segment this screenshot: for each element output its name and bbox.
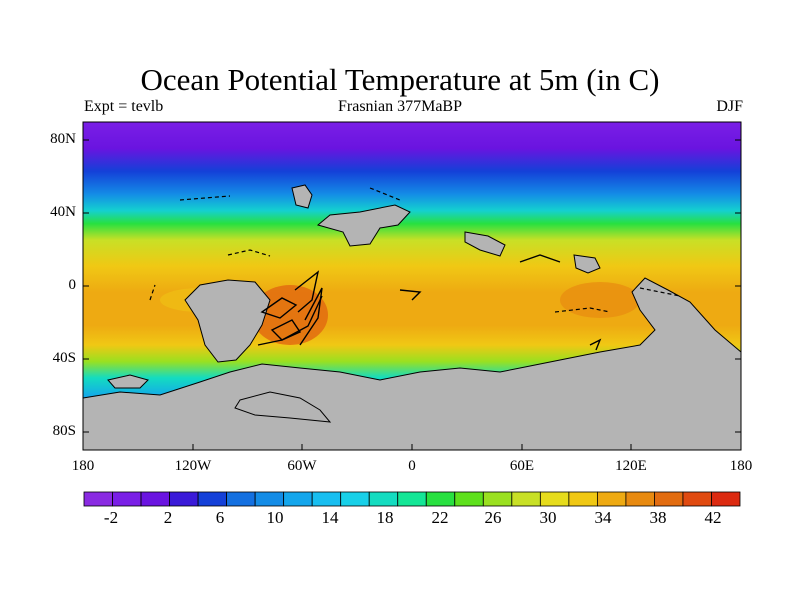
colorbar-label: 30 — [528, 508, 568, 528]
colorbar-box — [569, 492, 598, 506]
lon-label: 180 — [711, 458, 771, 475]
colorbar-label: 34 — [583, 508, 623, 528]
colorbar-label: 14 — [310, 508, 350, 528]
colorbar-label: 26 — [473, 508, 513, 528]
colorbar-label: 2 — [148, 508, 188, 528]
lon-label: 60W — [272, 458, 332, 475]
colorbar-box — [84, 492, 113, 506]
colorbar-box — [198, 492, 227, 506]
colorbar-label: -2 — [91, 508, 131, 528]
colorbar-box — [455, 492, 484, 506]
lat-label: 40S — [40, 350, 76, 367]
colorbar-box — [483, 492, 512, 506]
colorbar-box — [170, 492, 199, 506]
colorbar-box — [711, 492, 740, 506]
colorbar-box — [113, 492, 142, 506]
colorbar-box — [398, 492, 427, 506]
lon-label: 180 — [53, 458, 113, 475]
warm-pool — [560, 282, 640, 318]
colorbar-box — [540, 492, 569, 506]
colorbar-box — [227, 492, 256, 506]
lat-label: 40N — [40, 204, 76, 221]
colorbar-label: 6 — [200, 508, 240, 528]
colorbar-label: 22 — [420, 508, 460, 528]
lon-label: 120W — [163, 458, 223, 475]
colorbar-box — [654, 492, 683, 506]
lat-label: 80N — [40, 131, 76, 148]
lon-label: 120E — [601, 458, 661, 475]
colorbar-box — [512, 492, 541, 506]
lon-label: 60E — [492, 458, 552, 475]
colorbar-box — [141, 492, 170, 506]
colorbar-box — [426, 492, 455, 506]
lat-label: 80S — [40, 423, 76, 440]
colorbar-box — [284, 492, 313, 506]
colorbar — [84, 492, 740, 506]
colorbar-box — [597, 492, 626, 506]
colorbar-box — [369, 492, 398, 506]
colorbar-box — [626, 492, 655, 506]
colorbar-label: 38 — [638, 508, 678, 528]
colorbar-label: 18 — [365, 508, 405, 528]
lon-label: 0 — [382, 458, 442, 475]
colorbar-label: 42 — [693, 508, 733, 528]
colorbar-box — [312, 492, 341, 506]
colorbar-label: 10 — [255, 508, 295, 528]
lat-label: 0 — [40, 277, 76, 294]
colorbar-box — [255, 492, 284, 506]
colorbar-box — [341, 492, 370, 506]
colorbar-box — [683, 492, 712, 506]
